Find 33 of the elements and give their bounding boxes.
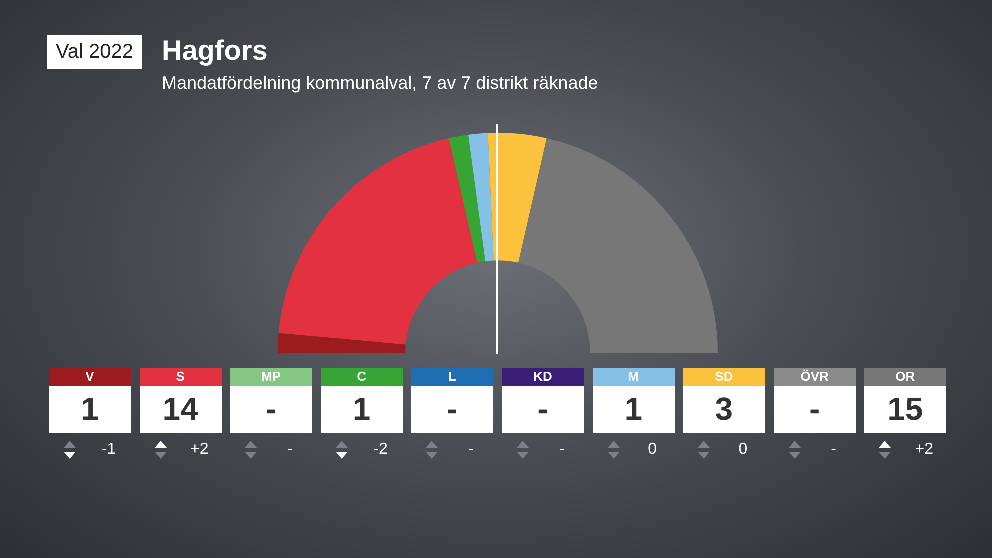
data-label: 1: [49, 386, 131, 433]
text: -2: [372, 440, 389, 460]
legend-label: V: [65, 368, 131, 386]
data-label: 1: [320, 386, 403, 433]
legend-label: KD: [518, 368, 584, 386]
text: -: [447, 391, 458, 427]
text: +2: [189, 440, 210, 460]
chart-subtitle: Mandatfördelning kommunalval, 7 av 7 distrikt räknade: [162, 72, 598, 94]
text: -: [830, 440, 838, 460]
legend-label: SD: [699, 368, 766, 386]
data-label: 14: [140, 386, 222, 433]
data-label: 3: [683, 386, 766, 433]
legend-label: M: [608, 368, 675, 386]
text: 0: [738, 440, 749, 460]
chart-title: Hagfors: [162, 34, 268, 68]
text: -: [809, 391, 820, 427]
text: -: [266, 391, 277, 427]
legend-label: L: [427, 368, 494, 386]
legend-label: C: [336, 368, 403, 386]
text: -: [558, 440, 566, 460]
legend-label: ÖVR: [790, 368, 856, 386]
text: 0: [647, 440, 658, 460]
legend-label: S: [156, 368, 222, 386]
data-label: 15: [864, 386, 946, 433]
text: Val 2022: [47, 35, 142, 69]
text: -: [468, 440, 476, 460]
text: +2: [914, 440, 935, 460]
data-label: 1: [592, 386, 675, 433]
legend-label: OR: [880, 368, 946, 386]
legend-label: MP: [246, 368, 312, 386]
text: -: [538, 391, 548, 427]
text: -1: [100, 440, 118, 460]
text: -: [286, 440, 294, 460]
